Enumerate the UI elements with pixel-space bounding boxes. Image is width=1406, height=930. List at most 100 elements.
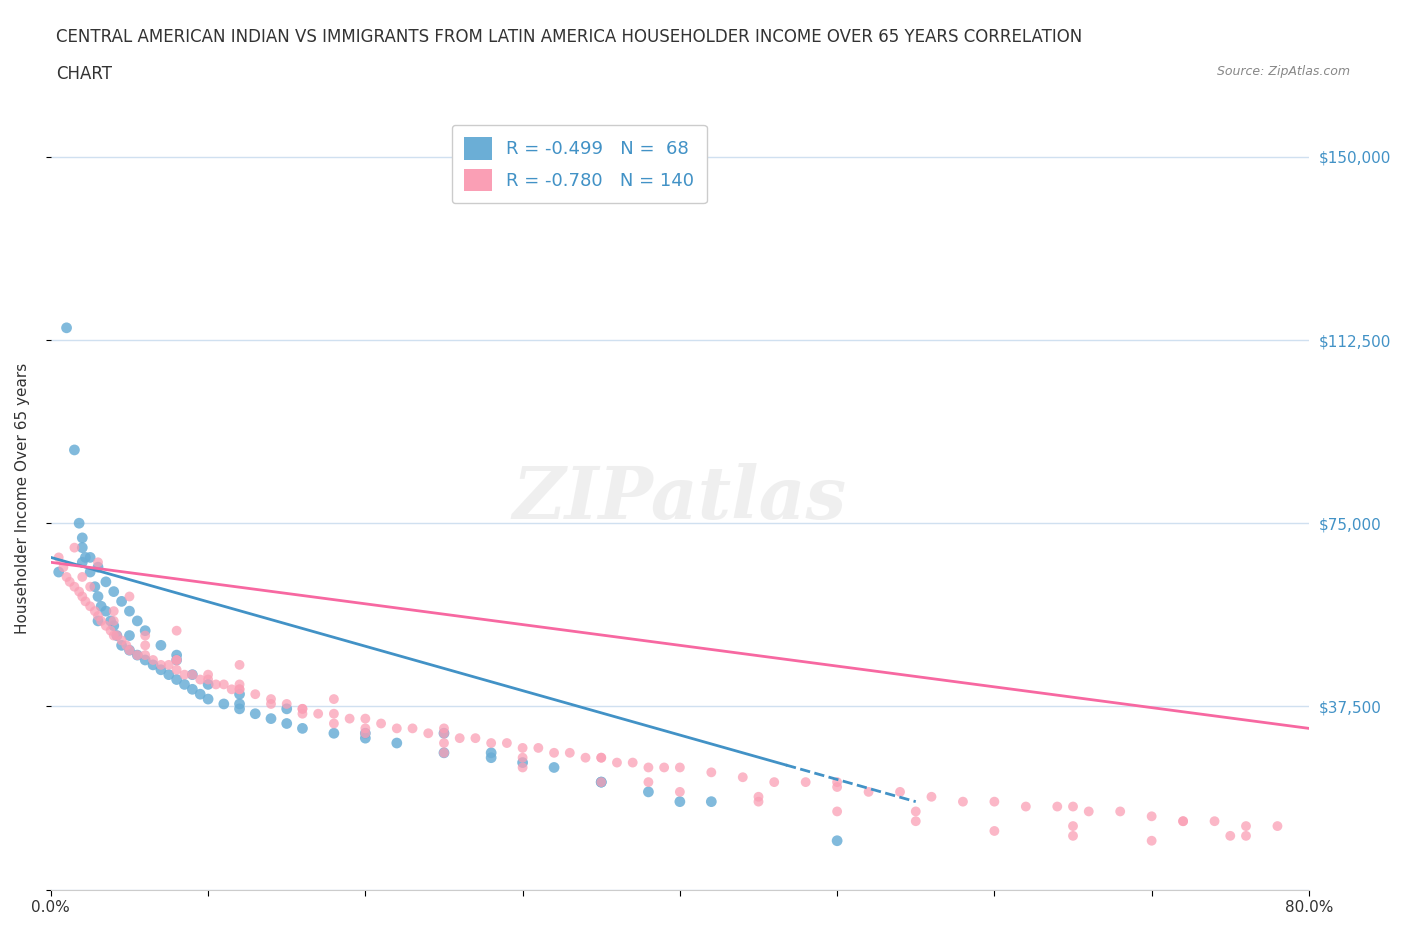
Point	[127, 647, 149, 662]
Point	[276, 697, 298, 711]
Point	[479, 736, 502, 751]
Point	[983, 824, 1005, 839]
Point	[433, 745, 456, 760]
Point	[385, 721, 408, 736]
Point	[637, 775, 659, 790]
Point	[1062, 799, 1084, 814]
Point	[197, 692, 219, 707]
Point	[228, 658, 250, 672]
Point	[449, 731, 471, 746]
Point	[512, 755, 534, 770]
Point	[103, 614, 125, 629]
Point	[543, 745, 565, 760]
Point	[87, 560, 110, 575]
Point	[370, 716, 392, 731]
Point	[87, 589, 110, 604]
Point	[110, 594, 132, 609]
Point	[228, 701, 250, 716]
Point	[52, 560, 75, 575]
Point	[79, 599, 101, 614]
Point	[149, 658, 172, 672]
Point	[149, 638, 172, 653]
Point	[652, 760, 675, 775]
Point	[952, 794, 974, 809]
Point	[794, 775, 817, 790]
Point	[700, 764, 723, 779]
Point	[157, 658, 180, 672]
Point	[558, 745, 581, 760]
Point	[228, 686, 250, 701]
Point	[1171, 814, 1194, 829]
Point	[276, 716, 298, 731]
Point	[669, 760, 692, 775]
Point	[79, 579, 101, 594]
Point	[149, 662, 172, 677]
Point	[110, 638, 132, 653]
Point	[166, 672, 188, 687]
Point	[385, 736, 408, 751]
Point	[110, 633, 132, 648]
Point	[166, 623, 188, 638]
Point	[142, 653, 165, 668]
Point	[731, 770, 754, 785]
Point	[197, 672, 219, 687]
Point	[260, 697, 283, 711]
Point	[115, 638, 138, 653]
Text: Source: ZipAtlas.com: Source: ZipAtlas.com	[1216, 65, 1350, 78]
Point	[94, 575, 117, 590]
Point	[1140, 809, 1163, 824]
Point	[322, 725, 344, 740]
Point	[94, 604, 117, 618]
Point	[134, 628, 156, 643]
Point	[591, 775, 613, 790]
Point	[197, 677, 219, 692]
Point	[127, 647, 149, 662]
Point	[606, 755, 628, 770]
Point	[75, 594, 97, 609]
Point	[433, 736, 456, 751]
Point	[48, 565, 70, 579]
Point	[904, 804, 927, 818]
Point	[79, 565, 101, 579]
Point	[322, 706, 344, 721]
Point	[181, 667, 204, 682]
Point	[67, 584, 90, 599]
Point	[512, 751, 534, 765]
Point	[858, 784, 880, 799]
Point	[245, 706, 267, 721]
Point	[173, 667, 195, 682]
Point	[1140, 833, 1163, 848]
Point	[83, 579, 105, 594]
Point	[245, 686, 267, 701]
Point	[291, 701, 314, 716]
Point	[221, 682, 243, 697]
Point	[763, 775, 786, 790]
Point	[479, 751, 502, 765]
Text: ZIPatlas: ZIPatlas	[513, 463, 846, 535]
Point	[401, 721, 423, 736]
Point	[90, 599, 112, 614]
Point	[496, 736, 519, 751]
Point	[181, 682, 204, 697]
Point	[87, 608, 110, 623]
Point	[79, 550, 101, 565]
Point	[1015, 799, 1038, 814]
Point	[59, 575, 82, 590]
Point	[354, 731, 377, 746]
Point	[94, 618, 117, 633]
Point	[87, 555, 110, 570]
Point	[127, 614, 149, 629]
Point	[354, 725, 377, 740]
Point	[591, 775, 613, 790]
Point	[591, 751, 613, 765]
Point	[142, 658, 165, 672]
Point	[166, 647, 188, 662]
Point	[173, 677, 195, 692]
Point	[157, 667, 180, 682]
Point	[103, 604, 125, 618]
Point	[889, 784, 911, 799]
Point	[118, 604, 141, 618]
Point	[48, 550, 70, 565]
Point	[276, 701, 298, 716]
Point	[166, 662, 188, 677]
